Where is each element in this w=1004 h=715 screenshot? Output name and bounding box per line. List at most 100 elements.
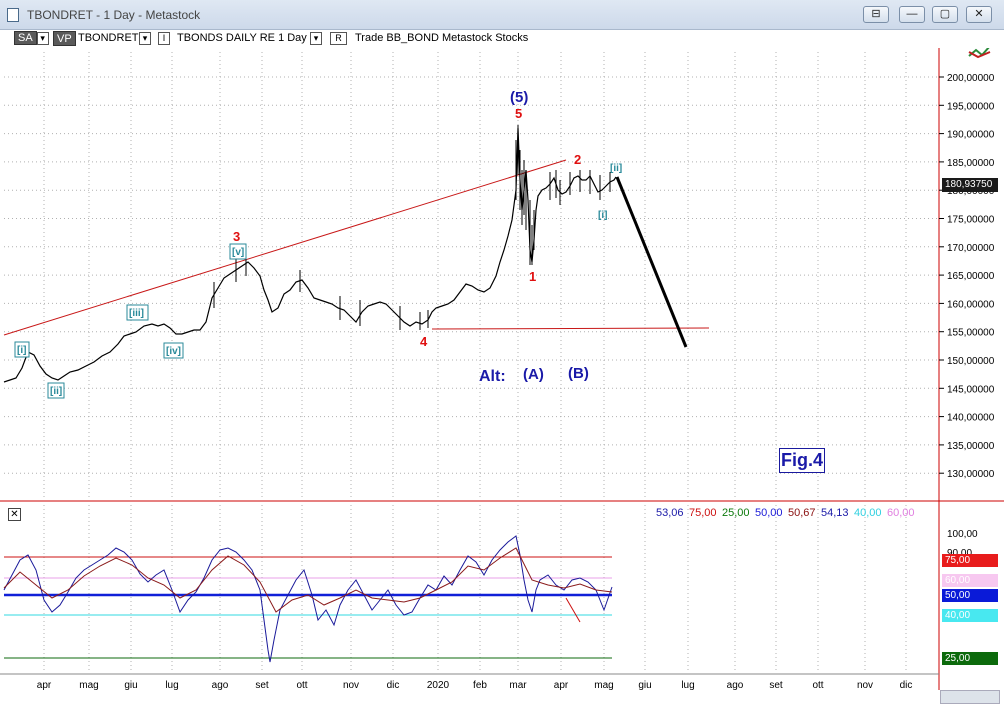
indicator-axis-label: 100,00 [947, 529, 978, 540]
wave-iii-label: [iii] [129, 308, 144, 319]
time-axis-label: apr [554, 680, 569, 691]
maximize-button[interactable]: ▢ [932, 6, 958, 23]
indicator-level-tag: 60,00 [942, 574, 998, 587]
price-axis-label: 145,00000 [947, 384, 995, 395]
chart-toolbar: SA ▾ VP TBONDRET ▾ I TBONDS DAILY RE 1 Da… [0, 30, 938, 48]
oscillator-trendline [565, 597, 581, 623]
vp-button[interactable]: VP [53, 31, 76, 46]
time-axis-label: nov [857, 680, 873, 691]
indicator-value: 53,06 [656, 507, 684, 519]
price-axis-label: 195,00000 [947, 101, 995, 112]
price-axis-label: 150,00000 [947, 356, 995, 367]
time-axis-label: mar [509, 680, 527, 691]
minimize-button[interactable]: — [899, 6, 925, 23]
wave-i-right-label: [i] [598, 210, 607, 221]
price-axis-label: 170,00000 [947, 243, 995, 254]
time-axis-label: set [255, 680, 269, 691]
chart-type-icon[interactable] [968, 48, 991, 59]
time-axis-label: 2020 [427, 680, 450, 691]
horizontal-scrollbar[interactable] [940, 690, 1000, 704]
time-axis-label: lug [165, 680, 178, 691]
price-axis-label: 185,00000 [947, 158, 995, 169]
last-price-tag: 180,93750 [942, 178, 998, 192]
price-axis-label: 190,00000 [947, 130, 995, 141]
indicator-value: 25,00 [722, 507, 750, 519]
price-axis-label: 155,00000 [947, 328, 995, 339]
wave-1-label: 1 [529, 269, 536, 284]
alt-label: Alt: [479, 368, 506, 385]
price-axis-label: 175,00000 [947, 215, 995, 226]
chart-canvas[interactable]: 200,00000 195,00000 190,00000 185,00000 180,… [0, 48, 1004, 715]
symbol-label: TBONDRET [78, 32, 139, 44]
time-axis-label: set [769, 680, 783, 691]
support-line [431, 327, 710, 330]
close-button[interactable]: ✕ [966, 6, 992, 23]
close-indicator-icon[interactable]: ✕ [8, 508, 21, 521]
wave-5-label: 5 [515, 106, 522, 121]
time-axis-label: ago [212, 680, 229, 691]
alt-a-label: (A) [523, 366, 544, 383]
grid-lines [4, 52, 938, 672]
indicator-toggle[interactable]: I [158, 31, 170, 46]
restore-layout-button[interactable]: ⊟ [863, 6, 889, 23]
price-bars [213, 125, 611, 330]
chevron-down-icon: ▾ [139, 32, 151, 45]
wave-i-left-label: [i] [17, 345, 26, 356]
indicator-level-tag: 25,00 [942, 652, 998, 665]
chevron-down-icon: ▾ [310, 32, 322, 45]
time-axis-label: ott [296, 680, 307, 691]
wave-ii-left-label: [ii] [50, 386, 62, 397]
alt-b-label: (B) [568, 365, 589, 382]
indicator-value: 60,00 [887, 507, 915, 519]
indicator-level-tag: 40,00 [942, 609, 998, 622]
time-axis-label: feb [473, 680, 487, 691]
indicator-axis-label: 90,00 [947, 548, 972, 559]
time-axis-label: giu [124, 680, 137, 691]
figure-label: Fig.4 [779, 448, 825, 473]
price-axis-label: 135,00000 [947, 441, 995, 452]
time-axis-label: ott [812, 680, 823, 691]
time-axis-label: giu [638, 680, 651, 691]
wave-iv-label: [iv] [166, 346, 181, 357]
app-icon [7, 8, 19, 22]
r-toggle[interactable]: R [330, 31, 347, 46]
time-axis-label: mag [594, 680, 613, 691]
indicator-value: 40,00 [854, 507, 882, 519]
wave-ii-right-label: [ii] [610, 163, 622, 174]
period-dropdown[interactable]: ▾ [310, 31, 322, 46]
wave-v-label: [v] [232, 247, 244, 258]
indicator-level-tag: 75,00 [942, 554, 998, 567]
trade-info: Trade BB_BOND Metastock Stocks [355, 32, 529, 44]
indicator-value: 50,00 [755, 507, 783, 519]
wave-3-label: 3 [233, 229, 240, 244]
price-series [3, 127, 617, 383]
price-axis-label: 140,00000 [947, 413, 995, 424]
price-axis-label: 130,00000 [947, 469, 995, 480]
wave-2-label: 2 [574, 152, 581, 167]
title-bar: TBONDRET - 1 Day - Metastock ⊟ — ▢ ✕ [0, 0, 1004, 30]
indicator-axis: 100,00 90,00 [947, 529, 978, 559]
indicator-level-tag: 50,00 [942, 589, 998, 602]
sa-dropdown-icon[interactable]: ▾ [36, 32, 49, 45]
time-axis-label: ago [727, 680, 744, 691]
projection-line [615, 176, 688, 348]
time-axis-label: mag [79, 680, 98, 691]
symbol-dropdown[interactable]: ▾ [139, 31, 151, 46]
price-axis-label: 200,00000 [947, 73, 995, 84]
indicator-value: 54,13 [821, 507, 849, 519]
time-axis-label: dic [900, 680, 913, 691]
price-axis-label: 160,00000 [947, 299, 995, 310]
security-description: TBONDS DAILY RE 1 Day [177, 32, 307, 44]
oscillator-fast [3, 535, 613, 663]
time-axis-label: apr [37, 680, 52, 691]
indicator-value: 75,00 [689, 507, 717, 519]
indicator-value: 50,67 [788, 507, 816, 519]
time-axis-label: nov [343, 680, 359, 691]
time-axis: apr mag giu lug ago set ott nov dic 2020 feb mar apr… [37, 680, 913, 691]
oscillator-slow [3, 547, 613, 613]
wave-4-label: 4 [420, 334, 428, 349]
time-axis-label: dic [387, 680, 400, 691]
sa-button[interactable]: SA ▾ [14, 31, 49, 46]
trendline-upper [3, 159, 567, 336]
price-axis: 200,00000 195,00000 190,00000 185,00000 180,… [939, 73, 995, 480]
